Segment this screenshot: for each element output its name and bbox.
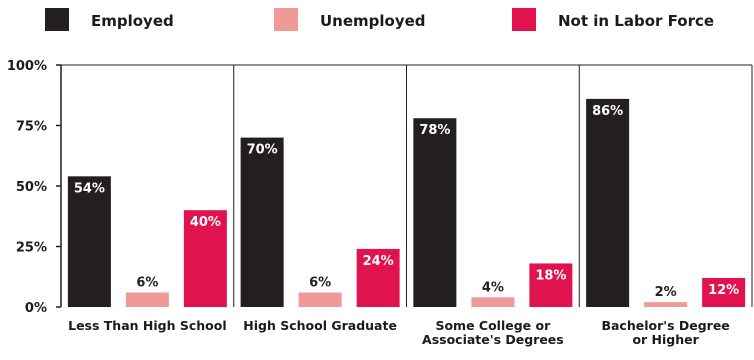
value-label-3-cat-3: 18% bbox=[535, 268, 566, 283]
y-tick-label: 25% bbox=[16, 241, 47, 256]
value-label-2-cat-4: 2% bbox=[655, 285, 677, 300]
category-label-3: Associate's Degrees bbox=[422, 332, 564, 347]
legend-label-2: Unemployed bbox=[320, 12, 426, 30]
value-label-2-cat-3: 4% bbox=[482, 280, 504, 295]
bar-1-cat-1 bbox=[67, 176, 111, 307]
y-tick-label: 75% bbox=[16, 120, 47, 135]
value-label-3-cat-2: 24% bbox=[363, 254, 394, 269]
y-tick-label: 50% bbox=[16, 180, 47, 195]
category-label-4: or Higher bbox=[632, 332, 699, 347]
legend-swatch-2 bbox=[274, 8, 298, 31]
bar-1-cat-3 bbox=[413, 118, 457, 308]
legend-swatch-3 bbox=[512, 8, 536, 31]
bar-2-cat-1 bbox=[125, 292, 169, 307]
category-label-2: High School Graduate bbox=[243, 318, 397, 333]
value-label-2-cat-2: 6% bbox=[309, 275, 331, 290]
bar-2-cat-4 bbox=[644, 302, 688, 307]
category-label-3: Some College or bbox=[435, 318, 551, 333]
value-label-1-cat-3: 78% bbox=[419, 123, 450, 138]
value-label-3-cat-4: 12% bbox=[708, 283, 739, 298]
value-label-1-cat-2: 70% bbox=[247, 143, 278, 158]
bar-2-cat-2 bbox=[298, 292, 342, 307]
bar-3-cat-2 bbox=[356, 248, 400, 307]
value-label-1-cat-4: 86% bbox=[592, 104, 623, 119]
bar-3-cat-4 bbox=[702, 277, 746, 307]
category-label-4: Bachelor's Degree bbox=[601, 318, 729, 333]
legend-label-1: Employed bbox=[91, 12, 174, 30]
legend-label-3: Not in Labor Force bbox=[558, 12, 714, 30]
value-label-3-cat-1: 40% bbox=[190, 215, 221, 230]
bar-2-cat-3 bbox=[471, 297, 515, 307]
value-label-2-cat-1: 6% bbox=[136, 275, 158, 290]
bar-1-cat-2 bbox=[240, 137, 284, 307]
legend-swatch-1 bbox=[45, 8, 69, 31]
bar-3-cat-1 bbox=[183, 210, 227, 307]
bar-3-cat-3 bbox=[529, 263, 573, 307]
y-tick-label: 0% bbox=[25, 301, 47, 316]
bar-1-cat-4 bbox=[586, 98, 630, 307]
category-label-1: Less Than High School bbox=[68, 318, 227, 333]
y-tick-label: 100% bbox=[7, 59, 47, 74]
value-label-1-cat-1: 54% bbox=[74, 181, 105, 196]
